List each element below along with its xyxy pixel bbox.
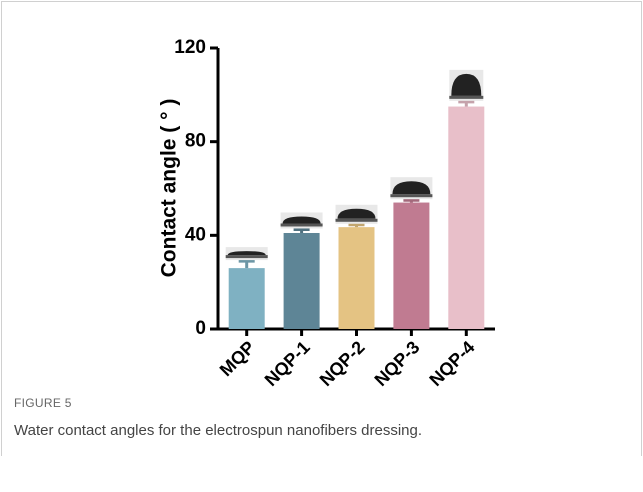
x-tick-label: NQP-3 <box>371 337 424 390</box>
y-axis-label: Contact angle ( ° ) <box>158 99 181 278</box>
error-bar <box>294 229 310 233</box>
y-tick-label: 0 <box>195 318 206 339</box>
x-tick-label: MQP <box>216 337 259 380</box>
x-tick-label: NQP-2 <box>316 337 369 390</box>
error-bar <box>239 261 255 268</box>
y-tick-label: 80 <box>185 131 206 152</box>
bar <box>339 227 375 329</box>
substrate <box>449 96 483 99</box>
substrate <box>336 219 378 222</box>
x-tick-label: NQP-1 <box>261 337 314 390</box>
y-tick-label: 120 <box>174 37 206 58</box>
bar <box>393 203 429 329</box>
bar <box>229 268 265 329</box>
x-tick-label: NQP-4 <box>425 337 478 390</box>
figure-caption: Water contact angles for the electrospun… <box>14 422 422 439</box>
error-bar <box>349 225 365 227</box>
figure-label: FIGURE 5 <box>14 396 72 410</box>
y-tick-label: 40 <box>185 224 206 245</box>
error-bar <box>458 102 474 107</box>
substrate <box>226 255 268 258</box>
substrate <box>390 194 432 197</box>
page: Contact angle ( ° ) 04080120MQPNQP-1NQP-… <box>0 0 643 492</box>
error-bar <box>403 200 419 202</box>
substrate <box>281 223 323 226</box>
bar <box>448 107 484 329</box>
bar <box>284 233 320 329</box>
